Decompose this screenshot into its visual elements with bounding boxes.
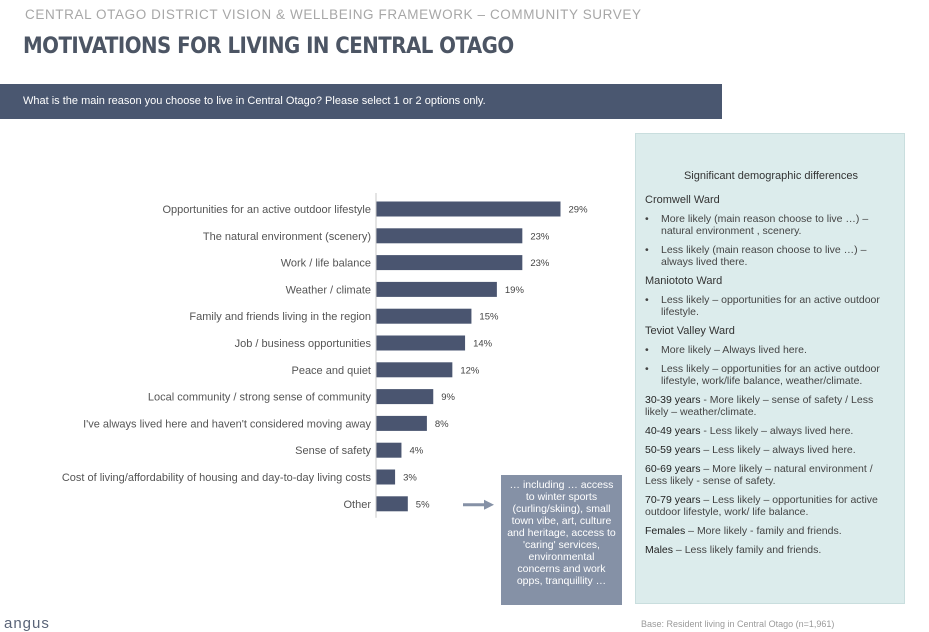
group-text: - Less likely – always lived here. bbox=[700, 425, 854, 437]
demographic-note: Males – Less likely family and friends. bbox=[645, 544, 897, 556]
bullet-icon: • bbox=[645, 294, 649, 306]
demographic-note: 50-59 years – Less likely – always lived… bbox=[645, 444, 897, 456]
bar bbox=[376, 415, 427, 431]
value-label: 12% bbox=[460, 365, 480, 376]
group-label: 60-69 years bbox=[645, 463, 701, 475]
bar bbox=[376, 201, 561, 217]
group-text: – Less likely family and friends. bbox=[673, 544, 822, 556]
category-label: Peace and quiet bbox=[291, 365, 371, 377]
bullet-icon: • bbox=[645, 363, 649, 375]
ward-bullet: • More likely (main reason choose to live… bbox=[645, 213, 897, 237]
category-label: Weather / climate bbox=[286, 284, 371, 296]
category-label: Family and friends living in the region bbox=[189, 311, 371, 323]
bullet-icon: • bbox=[645, 344, 649, 356]
bullet-text: Less likely – opportunities for an activ… bbox=[661, 363, 880, 387]
bar bbox=[376, 389, 434, 405]
bullet-icon: • bbox=[645, 213, 649, 225]
demographic-note: 70-79 years – Less likely – opportunitie… bbox=[645, 494, 897, 518]
panel-title: Significant demographic differences bbox=[683, 170, 859, 182]
bar bbox=[376, 335, 466, 351]
group-text: - More likely – sense of safety / Less l… bbox=[645, 394, 874, 418]
demographic-note: 40-49 years - Less likely – always lived… bbox=[645, 425, 897, 437]
group-text: – More likely – natural environment / Le… bbox=[645, 463, 873, 487]
group-label: Females bbox=[645, 525, 686, 537]
panel-body: Cromwell Ward • More likely (main reason … bbox=[645, 194, 897, 563]
ward-bullet: • More likely – Always lived here. bbox=[645, 344, 897, 356]
value-label: 15% bbox=[479, 312, 499, 323]
callout-text: … including … access to winter sports (c… bbox=[507, 479, 616, 587]
ward-heading: Teviot Valley Ward bbox=[645, 325, 735, 337]
bullet-icon: • bbox=[645, 244, 649, 256]
ward-bullet: • Less likely – opportunities for an acti… bbox=[645, 294, 897, 318]
value-label: 29% bbox=[569, 205, 589, 216]
value-label: 19% bbox=[505, 285, 525, 296]
bar bbox=[376, 281, 497, 297]
bullet-text: More likely – Always lived here. bbox=[661, 344, 807, 356]
group-label: 70-79 years bbox=[645, 494, 701, 506]
ward-heading: Maniototo Ward bbox=[645, 275, 723, 287]
other-callout: … including … access to winter sports (c… bbox=[501, 475, 622, 605]
category-label: Work / life balance bbox=[281, 258, 371, 270]
value-label: 5% bbox=[416, 499, 430, 510]
bullet-text: More likely (main reason choose to live … bbox=[661, 213, 869, 237]
demographic-panel: Significant demographic differences Crom… bbox=[635, 133, 905, 604]
group-label: Males bbox=[645, 544, 674, 556]
bullet-text: Less likely – opportunities for an activ… bbox=[661, 294, 880, 318]
bar bbox=[376, 362, 453, 378]
bar bbox=[376, 308, 472, 324]
group-label: 50-59 years bbox=[645, 444, 701, 456]
value-label: 14% bbox=[473, 339, 493, 350]
group-text: – Less likely – opportunities for active… bbox=[645, 494, 878, 518]
category-label: Opportunities for an active outdoor life… bbox=[162, 204, 371, 216]
ward-bullet: • Less likely (main reason choose to live… bbox=[645, 244, 897, 268]
group-text: – Less likely – always lived here. bbox=[700, 444, 856, 456]
category-label: Other bbox=[343, 499, 371, 511]
brand-logo: angus bbox=[4, 615, 50, 632]
demographic-note: Females – More likely - family and frien… bbox=[645, 525, 897, 537]
ward-bullet: • Less likely – opportunities for an acti… bbox=[645, 363, 897, 387]
bar bbox=[376, 255, 523, 271]
question-banner: What is the main reason you choose to li… bbox=[0, 84, 722, 119]
value-label: 3% bbox=[403, 473, 417, 484]
category-label: Sense of safety bbox=[295, 445, 371, 457]
bar bbox=[376, 228, 523, 244]
category-label: Cost of living/affordability of housing … bbox=[62, 472, 372, 484]
bar-chart: Opportunities for an active outdoor life… bbox=[62, 193, 589, 518]
group-text: – More likely - family and friends. bbox=[685, 525, 842, 537]
demographic-note: 60-69 years – More likely – natural envi… bbox=[645, 463, 897, 487]
arrow-icon bbox=[484, 499, 494, 510]
group-label: 40-49 years bbox=[645, 425, 701, 437]
footer-note: Base: Resident living in Central Otago (… bbox=[641, 619, 835, 629]
demographic-note: 30-39 years - More likely – sense of saf… bbox=[645, 394, 897, 418]
page-title: MOTIVATIONS FOR LIVING IN CENTRAL OTAGO bbox=[23, 34, 514, 59]
value-label: 23% bbox=[530, 258, 550, 269]
bar bbox=[376, 496, 408, 512]
bar bbox=[376, 469, 396, 485]
bar bbox=[376, 442, 402, 458]
group-label: 30-39 years bbox=[645, 394, 701, 406]
category-label: Job / business opportunities bbox=[235, 338, 372, 350]
ward-heading: Cromwell Ward bbox=[645, 194, 720, 206]
value-label: 23% bbox=[530, 231, 550, 242]
question-text: What is the main reason you choose to li… bbox=[23, 95, 486, 107]
value-label: 9% bbox=[441, 392, 455, 403]
category-label: Local community / strong sense of commun… bbox=[148, 392, 372, 404]
value-label: 8% bbox=[435, 419, 449, 430]
survey-kicker: CENTRAL OTAGO DISTRICT VISION & WELLBEIN… bbox=[25, 7, 642, 22]
category-label: I've always lived here and haven't consi… bbox=[83, 418, 371, 430]
bullet-text: Less likely (main reason choose to live … bbox=[661, 244, 867, 268]
value-label: 4% bbox=[409, 446, 423, 457]
category-label: The natural environment (scenery) bbox=[203, 231, 371, 243]
